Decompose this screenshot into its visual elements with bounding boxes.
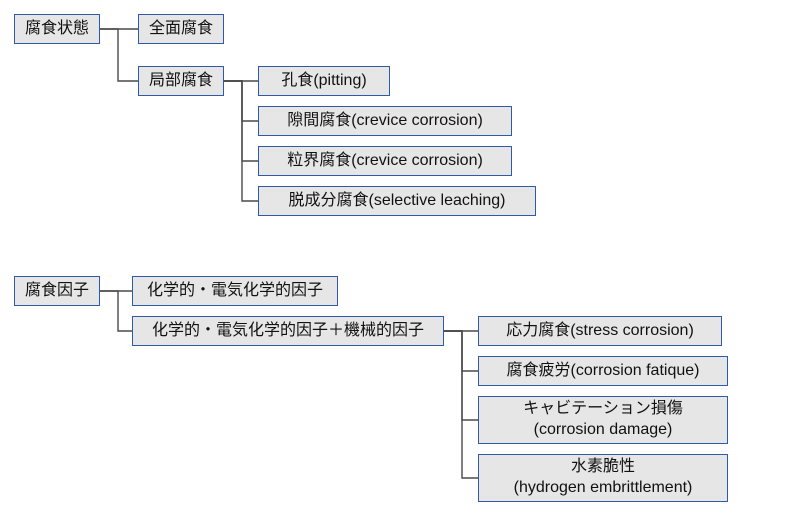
tree-node: 腐食状態 (14, 14, 100, 44)
tree-node-label: 全面腐食 (149, 19, 213, 40)
tree-node-label: 脱成分腐食(selective leaching) (289, 191, 506, 212)
tree-node: 化学的・電気化学的因子 (132, 276, 338, 306)
tree-node-label: 腐食因子 (25, 281, 89, 302)
tree-edge (444, 331, 478, 371)
tree-node: 局部腐食 (138, 66, 224, 96)
tree-node-label: 腐食疲労(corrosion fatique) (507, 361, 700, 382)
tree-node: キャビテーション損傷(corrosion damage) (478, 396, 728, 444)
tree-edge (100, 29, 138, 81)
tree-node-label: 局部腐食 (149, 71, 213, 92)
tree-edge (444, 331, 478, 478)
tree-node: 脱成分腐食(selective leaching) (258, 186, 536, 216)
tree-node-label: 水素脆性(hydrogen embrittlement) (514, 457, 693, 499)
tree-node: 腐食因子 (14, 276, 100, 306)
tree-node: 孔食(pitting) (258, 66, 390, 96)
tree-node: 水素脆性(hydrogen embrittlement) (478, 454, 728, 502)
tree-node-label: 腐食状態 (25, 19, 89, 40)
tree-node: 全面腐食 (138, 14, 224, 44)
tree-edge (224, 81, 258, 121)
tree-node-label: 化学的・電気化学的因子＋機械的因子 (152, 321, 424, 342)
tree-edge (100, 291, 132, 331)
tree-node-label: 化学的・電気化学的因子 (147, 281, 323, 302)
tree-node-label: 孔食(pitting) (281, 71, 366, 92)
tree-node: 隙間腐食(crevice corrosion) (258, 106, 512, 136)
tree-node: 応力腐食(stress corrosion) (478, 316, 722, 346)
diagram-stage: 腐食状態 全面腐食局部腐食 孔食(pitting) 隙間腐食(crevice corr… (0, 0, 800, 527)
tree-edge (224, 81, 258, 201)
tree-node-label: キャビテーション損傷(corrosion damage) (523, 399, 683, 441)
tree-node-label: 粒界腐食(crevice corrosion) (287, 151, 483, 172)
tree-node: 化学的・電気化学的因子＋機械的因子 (132, 316, 444, 346)
tree-edge (224, 81, 258, 161)
tree-node-label: 応力腐食(stress corrosion) (506, 321, 694, 342)
connector-layer (0, 0, 800, 527)
tree-node: 腐食疲労(corrosion fatique) (478, 356, 728, 386)
tree-edge (444, 331, 478, 420)
tree-node: 粒界腐食(crevice corrosion) (258, 146, 512, 176)
tree-node-label: 隙間腐食(crevice corrosion) (287, 111, 483, 132)
